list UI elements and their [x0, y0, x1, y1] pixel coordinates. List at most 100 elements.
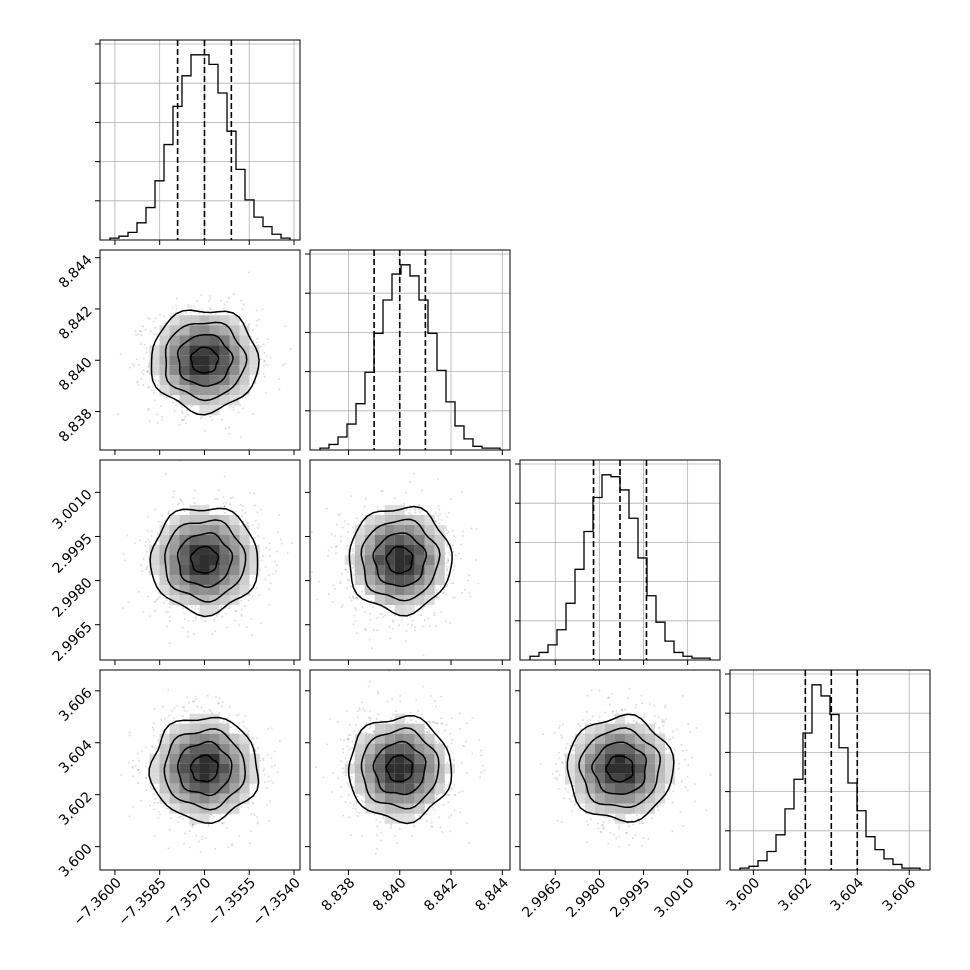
density-cell	[169, 345, 180, 356]
histogram-step	[319, 264, 501, 450]
scatter-point	[409, 504, 412, 507]
density-cell	[179, 345, 190, 356]
scatter-point	[413, 629, 416, 632]
scatter-point	[162, 395, 165, 398]
density-cell	[169, 335, 180, 346]
density-cell	[219, 545, 230, 555]
scatter-point	[238, 834, 241, 837]
density-cell	[219, 585, 230, 595]
scatter-point	[224, 427, 227, 430]
scatter-point	[418, 503, 421, 506]
scatter-point	[263, 375, 266, 378]
scatter-point	[260, 559, 263, 562]
scatter-point	[234, 609, 237, 612]
scatter-point	[221, 418, 224, 421]
density-cell	[209, 525, 220, 535]
scatter-point	[444, 525, 447, 528]
scatter-point	[352, 574, 355, 577]
scatter-point	[164, 717, 167, 720]
scatter-point	[217, 702, 220, 705]
scatter-point	[408, 508, 411, 511]
scatter-point	[147, 407, 150, 410]
scatter-point	[168, 642, 171, 645]
scatter-point	[148, 317, 151, 320]
scatter-point	[261, 308, 264, 311]
density-cell	[229, 545, 240, 555]
scatter-point	[140, 330, 143, 333]
scatter-point	[353, 614, 356, 617]
scatter-point	[339, 582, 342, 585]
scatter-point	[253, 504, 256, 507]
density-cell	[189, 595, 200, 605]
scatter-point	[229, 406, 232, 409]
scatter-point	[254, 749, 257, 752]
histogram-step	[529, 474, 711, 660]
scatter-point	[212, 618, 215, 621]
scatter-point	[259, 759, 262, 762]
scatter-point	[192, 632, 195, 635]
density-cell	[414, 555, 425, 565]
scatter-point	[444, 620, 447, 623]
scatter-point	[368, 638, 371, 641]
scatter-point	[146, 371, 149, 374]
scatter-point	[95, 347, 97, 349]
scatter-point	[248, 323, 251, 326]
scatter-point	[404, 640, 407, 643]
scatter-point	[275, 550, 278, 553]
scatter-point	[189, 311, 192, 314]
scatter-point	[448, 511, 451, 514]
scatter-point	[405, 508, 408, 511]
scatter-point	[444, 552, 447, 555]
density-cell	[249, 355, 260, 366]
density-cell	[199, 535, 210, 545]
density-cell	[414, 545, 425, 555]
scatter-point	[223, 506, 226, 509]
scatter-point	[445, 528, 448, 531]
scatter-point	[214, 497, 217, 500]
y-tick-label: 8.844	[56, 252, 96, 292]
scatter-point	[315, 598, 318, 601]
scatter-point	[351, 550, 354, 553]
density-cell	[159, 355, 170, 366]
scatter-point	[347, 531, 350, 534]
scatter-point	[154, 317, 157, 320]
scatter-point	[146, 529, 149, 532]
scatter-point	[419, 511, 422, 514]
scatter-point	[376, 617, 379, 620]
scatter-point	[165, 396, 168, 399]
scatter-point	[351, 547, 354, 550]
density-cell	[179, 595, 190, 605]
scatter-point	[460, 592, 463, 595]
scatter-point	[200, 415, 203, 418]
density-cell	[219, 395, 230, 406]
scatter-point	[354, 606, 357, 609]
scatter-point	[346, 544, 349, 547]
density-cell	[404, 555, 415, 565]
scatter-point	[229, 497, 232, 500]
scatter-point	[240, 615, 243, 618]
y-tick-label: 2.9995	[50, 531, 96, 577]
scatter-point	[223, 303, 226, 306]
scatter-point	[477, 582, 480, 585]
scatter-point	[183, 832, 186, 835]
density-cell	[199, 385, 210, 396]
density-cell	[384, 575, 395, 585]
scatter-point	[220, 605, 223, 608]
scatter-point	[255, 586, 258, 589]
scatter-point	[343, 520, 346, 523]
density-cell	[394, 565, 405, 575]
density-cell	[149, 365, 160, 376]
scatter-point	[340, 606, 343, 609]
density-cell	[169, 315, 180, 326]
scatter-point	[175, 305, 178, 308]
scatter-point	[127, 601, 130, 604]
scatter-point	[183, 418, 186, 421]
scatter-point	[159, 313, 162, 316]
scatter-point	[468, 591, 471, 594]
scatter-point	[422, 625, 425, 628]
density-cell	[169, 535, 180, 545]
scatter-point	[290, 542, 293, 545]
density-cell	[179, 355, 190, 366]
density-cell	[374, 565, 385, 575]
scatter-point	[174, 404, 177, 407]
